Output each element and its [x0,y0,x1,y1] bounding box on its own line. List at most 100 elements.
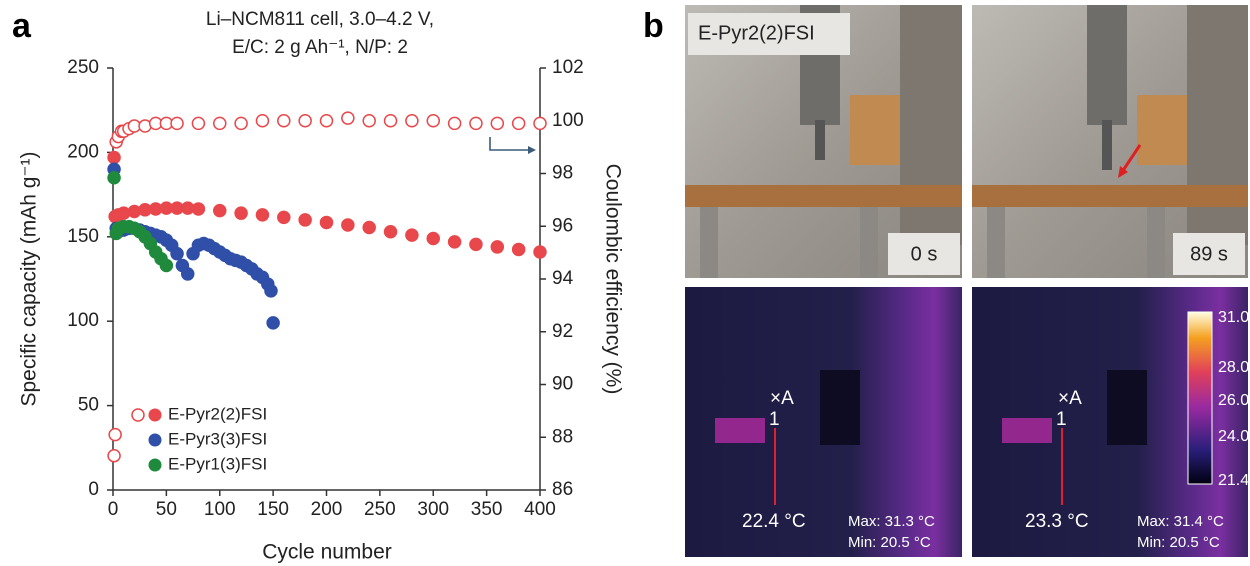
legend-label: E-Pyr1(3)FSI [168,454,267,473]
point [180,267,195,281]
panel-label: a [12,7,32,45]
point [213,203,227,218]
point [107,170,121,185]
x-axis-label: Cycle number [262,541,392,564]
point [341,218,355,232]
photo-1: 89 s [972,5,1248,278]
point [405,114,419,128]
point [490,240,505,254]
point [511,242,526,257]
point [511,116,526,131]
point [533,245,547,259]
x-tick-label: 300 [417,499,449,520]
point [213,116,227,131]
point [191,116,206,131]
x-tick-label: 400 [524,499,556,520]
point [490,116,505,131]
legend-marker [148,433,162,447]
y2-tick-label: 88 [552,426,573,447]
y-tick-label: 200 [67,141,99,162]
point [170,246,184,261]
legend-label: E-Pyr3(3)FSI [168,429,267,448]
plot: 0 50 100 150 200 250 300 350 400 0 50 100 150 200 250 8… [67,57,583,520]
sample-label: E-Pyr2(2)FSI [698,22,815,44]
y-tick-label: 150 [67,226,99,247]
y-axis-label: Specific capacity (mAh g⁻¹) [18,152,41,407]
photo-0: E-Pyr2(2)FSI 0 s [685,5,962,278]
min-temp: Min: 20.5 °C [848,534,931,551]
point-label: 1 [769,409,780,430]
colorbar-label: 26.0 [1218,392,1249,409]
point [255,208,270,222]
legend-marker [148,458,162,472]
max-temp: Max: 31.4 °C [1137,513,1224,530]
x-tick-label: 200 [311,499,343,520]
x-tick-label: 100 [204,499,236,520]
point [319,114,334,128]
legend-marker [131,408,145,422]
point [319,215,334,230]
point [341,111,355,125]
colorbar-label: 24.0 [1218,428,1249,445]
x-tick-label: 150 [257,499,289,520]
chart-title: E/C: 2 g Ah⁻¹, N/P: 2 [232,37,408,58]
thermal-0: ×A 1 22.4 °C Max: 31.3 °C Min: 20.5 °C [685,287,962,557]
point [469,116,483,131]
point [234,206,248,220]
point [533,116,547,131]
y2-tick-label: 96 [552,215,573,236]
y-tick-label: 250 [67,57,99,78]
point [469,237,483,252]
y2-tick-label: 86 [552,479,573,500]
point [234,116,248,131]
y2-tick-label: 92 [552,321,573,342]
y-tick-label: 0 [88,479,99,500]
y-tick-label: 100 [67,310,99,331]
point [264,284,278,298]
y2-axis-label: Coulombic efficiency (%) [601,164,624,395]
colorbar [1187,311,1213,485]
point [362,220,376,235]
point [362,114,376,128]
point [108,427,122,442]
colorbar-label: 31.0 [1218,309,1249,326]
colorbar-label: 21.4 [1218,472,1249,489]
temperature: 22.4 °C [742,511,806,532]
point [405,228,419,242]
point [277,210,291,225]
temperature: 23.3 °C [1025,511,1089,532]
point [298,114,312,128]
point [447,235,462,249]
point [266,316,280,330]
point [426,114,440,128]
y2-tick-label: 102 [552,57,584,78]
max-temp: Max: 31.3 °C [848,513,935,530]
min-temp: Min: 20.5 °C [1137,534,1220,551]
thermal-1: ×A 1 23.3 °C Max: 31.4 °C Min: 20.5 °C 3… [972,287,1249,557]
marker-label: ×A [770,388,794,409]
y2-tick-label: 90 [552,374,573,395]
point-label: 1 [1056,409,1067,430]
chart-title: Li–NCM811 cell, 3.0–4.2 V, [206,9,434,30]
legend-label: E-Pyr2(2)FSI [168,404,267,423]
x-tick-label: 0 [108,499,119,520]
y2-tick-label: 100 [552,110,584,131]
point [107,150,121,165]
colorbar-label: 28.0 [1218,359,1249,376]
x-tick-label: 350 [471,499,503,520]
point [170,116,184,131]
point [447,116,462,131]
time-label: 89 s [1190,243,1228,265]
point [383,224,398,239]
point [426,231,440,246]
point [191,202,206,216]
point [383,114,398,128]
point [159,258,174,273]
legend-marker [148,408,162,422]
panel-label: b [643,7,664,45]
marker-label: ×A [1058,388,1082,409]
y2-arrow [489,137,536,154]
point [277,114,291,128]
y-tick-label: 50 [78,395,99,416]
